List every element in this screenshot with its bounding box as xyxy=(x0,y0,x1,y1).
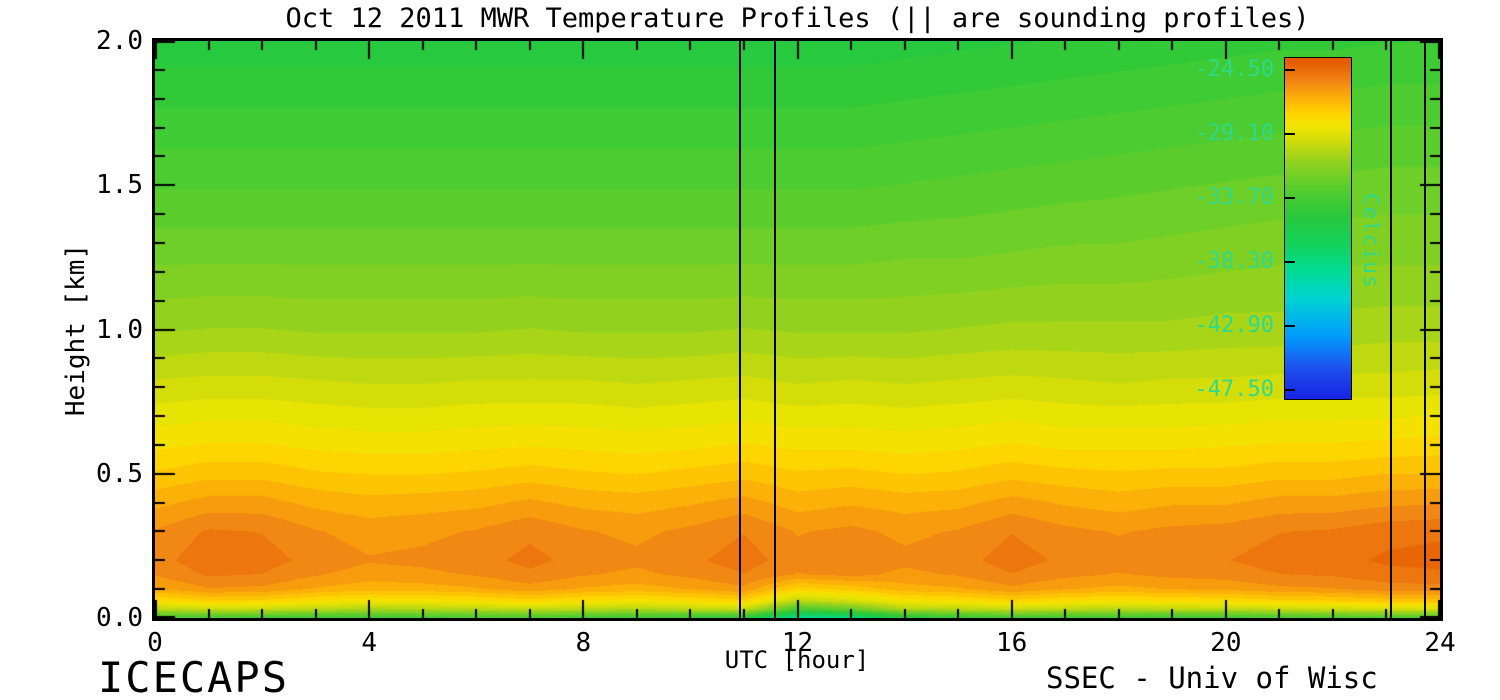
y-tick-label: 0.0 xyxy=(96,603,143,633)
x-tick-label: 20 xyxy=(1210,628,1242,658)
sounding-line xyxy=(1389,41,1392,618)
x-tick-label: 16 xyxy=(996,628,1028,658)
sounding-line xyxy=(739,41,742,618)
x-tick-label: 0 xyxy=(147,628,163,658)
colorbar-tick-label: -42.90 xyxy=(1194,313,1274,338)
x-tick-label: 8 xyxy=(575,628,592,658)
colorbar-tick xyxy=(1285,389,1295,391)
x-axis-label: UTC [hour] xyxy=(724,646,870,674)
colorbar-title: Celcius xyxy=(1359,193,1383,289)
colorbar xyxy=(1284,57,1352,400)
y-tick-label: 2.0 xyxy=(96,26,143,56)
colorbar-tick xyxy=(1285,325,1295,327)
colorbar-tick-label: -29.10 xyxy=(1194,121,1274,146)
x-tick-label: 24 xyxy=(1424,628,1456,658)
sounding-line xyxy=(1424,41,1426,618)
sounding-line xyxy=(774,41,776,618)
colorbar-tick-label: -33.70 xyxy=(1194,185,1274,210)
ssec-label: SSEC - Univ of Wisc xyxy=(1046,661,1378,695)
colorbar-tick-label: -24.50 xyxy=(1194,57,1274,82)
x-tick-label: 12 xyxy=(781,628,814,658)
colorbar-tick-label: -38.30 xyxy=(1194,249,1274,274)
y-tick-label: 0.5 xyxy=(96,458,143,489)
colorbar-tick xyxy=(1285,197,1295,199)
colorbar-tick xyxy=(1285,69,1295,71)
colorbar-tick xyxy=(1285,261,1295,263)
y-tick-label: 1.0 xyxy=(96,314,143,345)
colorbar-tick-label: -47.50 xyxy=(1194,377,1274,402)
chart-title: Oct 12 2011 MWR Temperature Profiles (||… xyxy=(285,3,1310,34)
x-tick-label: 4 xyxy=(361,628,377,658)
heatmap-canvas xyxy=(155,41,1440,618)
y-tick-label: 1.5 xyxy=(96,170,143,201)
plot-area: Celcius -24.50 -29.10 -33.70 -38.30 -42.90 -4… xyxy=(152,38,1443,621)
icecaps-label: ICECAPS xyxy=(98,653,290,700)
colorbar-tick xyxy=(1285,133,1295,135)
